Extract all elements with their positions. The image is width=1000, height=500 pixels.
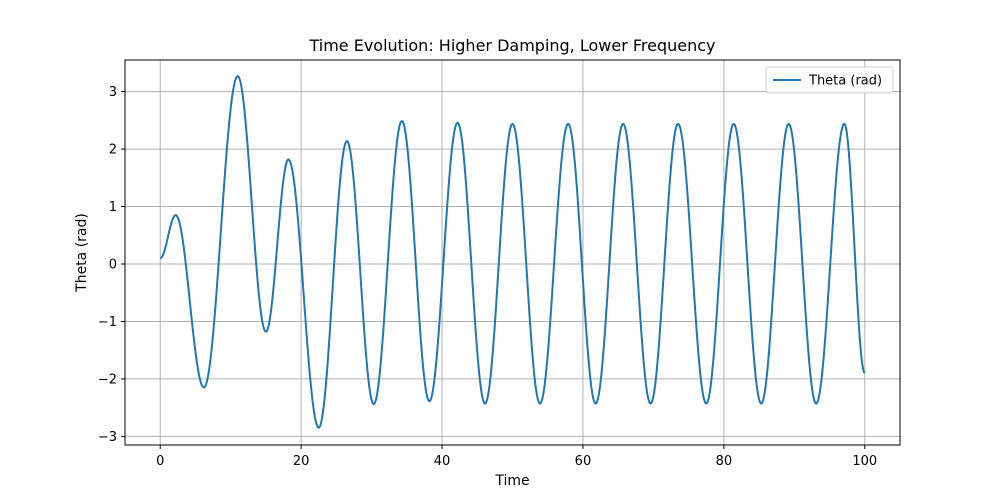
legend-label: Theta (rad) <box>808 74 882 89</box>
y-tick-label: −2 <box>98 372 117 387</box>
y-axis-ticks: −3 −2 −1 0 1 2 3 <box>98 85 125 445</box>
y-tick-label: 0 <box>109 257 117 272</box>
legend: Theta (rad) <box>765 66 894 94</box>
series-layer <box>159 75 866 429</box>
x-tick-label: 40 <box>434 454 451 469</box>
legend-box <box>765 66 894 94</box>
y-tick-label: −1 <box>98 315 117 330</box>
x-tick-label: 20 <box>293 454 310 469</box>
chart-title: Time Evolution: Higher Damping, Lower Fr… <box>308 36 715 55</box>
y-tick-label: −3 <box>98 430 117 445</box>
x-axis-label: Time <box>494 473 529 489</box>
y-tick-label: 2 <box>109 143 117 158</box>
grid <box>125 60 900 445</box>
series-line-0 <box>159 75 866 429</box>
x-axis-ticks: 0 20 40 60 80 100 <box>156 445 877 469</box>
x-tick-label: 60 <box>575 454 592 469</box>
x-tick-label: 0 <box>156 454 164 469</box>
x-tick-label: 80 <box>716 454 733 469</box>
x-tick-label: 100 <box>852 454 877 469</box>
y-axis-label: Theta (rad) <box>74 213 90 293</box>
y-tick-label: 1 <box>109 200 117 215</box>
y-tick-label: 3 <box>109 85 117 100</box>
plot-frame <box>124 59 901 446</box>
